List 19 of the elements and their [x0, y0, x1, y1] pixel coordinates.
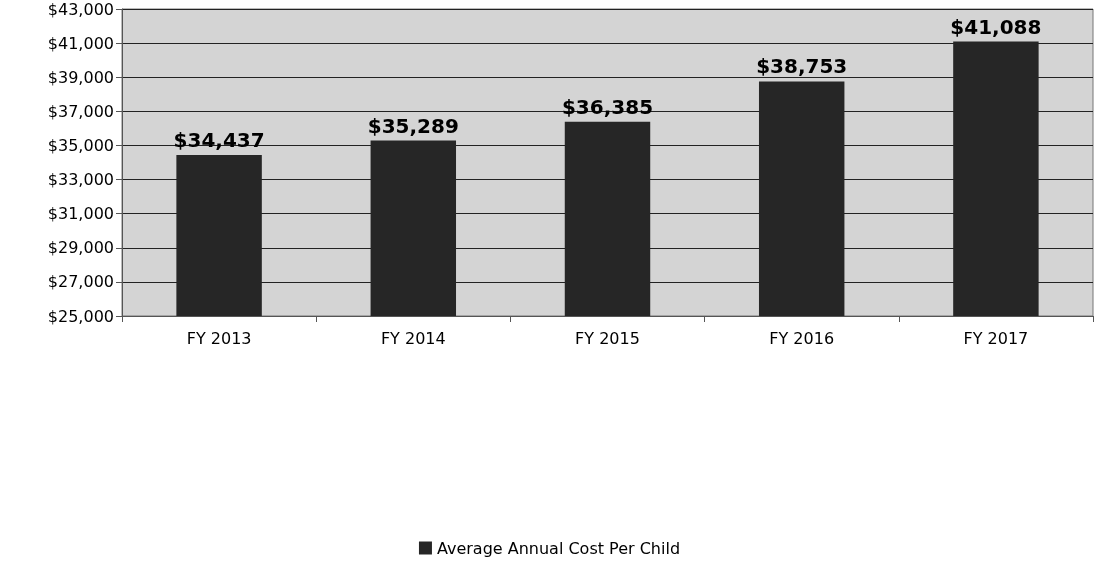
data-label: $35,289	[367, 113, 459, 138]
data-label: $41,088	[950, 14, 1042, 39]
y-tick-label: $27,000	[47, 272, 114, 292]
legend-label: Average Annual Cost Per Child	[436, 538, 681, 558]
y-tick-label: $25,000	[47, 306, 114, 326]
x-tick-label: FY 2017	[963, 328, 1029, 348]
y-tick-label: $37,000	[47, 101, 114, 121]
y-tick-label: $39,000	[47, 67, 114, 87]
y-tick-label: $33,000	[47, 170, 114, 190]
x-tick-label: FY 2014	[380, 328, 446, 348]
x-tick-label: FY 2013	[186, 328, 252, 348]
x-tick-label: FY 2016	[769, 328, 835, 348]
y-tick-label: $35,000	[47, 135, 114, 155]
y-tick-label: $31,000	[47, 204, 114, 224]
y-tick-label: $29,000	[47, 238, 114, 258]
y-tick-label: $43,000	[47, 0, 114, 19]
data-label: $38,753	[756, 54, 848, 79]
y-tick-label: $41,000	[47, 33, 114, 53]
x-tick-label: FY 2015	[575, 328, 640, 348]
